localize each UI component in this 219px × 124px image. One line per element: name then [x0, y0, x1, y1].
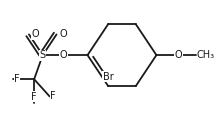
Text: O: O [32, 29, 39, 39]
Text: S: S [40, 50, 46, 60]
Text: O: O [59, 29, 67, 39]
Text: F: F [51, 91, 56, 101]
Text: F: F [31, 92, 37, 102]
Text: F: F [14, 74, 20, 84]
Text: Br: Br [103, 72, 114, 82]
Text: O: O [175, 50, 183, 60]
Text: CH₃: CH₃ [197, 50, 215, 60]
Text: O: O [60, 50, 67, 60]
